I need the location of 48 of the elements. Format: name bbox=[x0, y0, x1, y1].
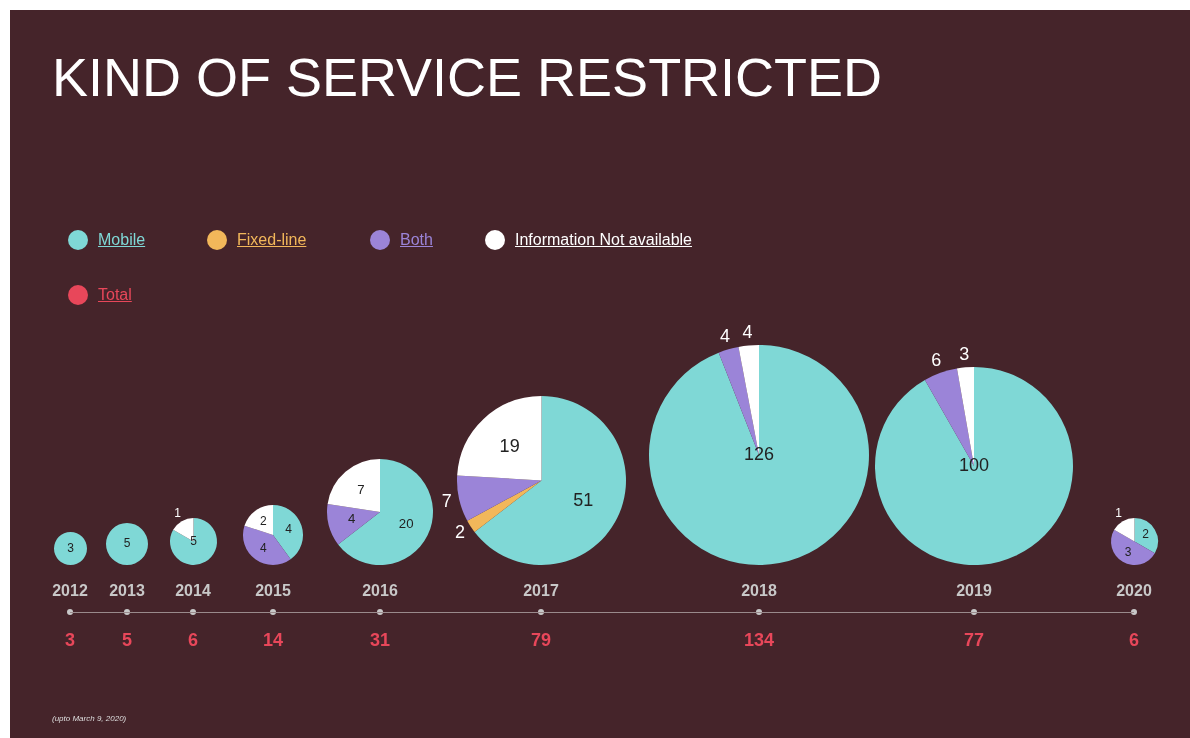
text: 31 bbox=[369, 630, 391, 651]
text: 2017 bbox=[523, 582, 559, 600]
data-label: 2 bbox=[259, 513, 267, 528]
data-label: 126 bbox=[743, 443, 775, 464]
legend-label: Mobile bbox=[98, 231, 146, 249]
data-label: 7 bbox=[441, 490, 452, 511]
text: 2014 bbox=[175, 582, 211, 600]
legend-label: Information Not available bbox=[515, 231, 692, 249]
data-label: 7 bbox=[357, 481, 365, 497]
data-label: 6 bbox=[931, 349, 942, 370]
data-label: 5 bbox=[123, 536, 131, 551]
text: 2012 bbox=[52, 582, 88, 600]
legend-label: Both bbox=[400, 231, 433, 249]
text: 2020 bbox=[1116, 582, 1152, 600]
text: 2018 bbox=[741, 582, 777, 600]
data-label: 2 bbox=[454, 522, 465, 543]
data-label: 3 bbox=[66, 540, 74, 555]
data-label: 19 bbox=[499, 435, 520, 456]
text: 2013 bbox=[109, 582, 145, 600]
data-label: 4 bbox=[719, 326, 730, 347]
data-label: 3 bbox=[1124, 545, 1132, 560]
data-label: 1 bbox=[173, 506, 181, 521]
data-label: 4 bbox=[259, 540, 267, 555]
text: 2015 bbox=[255, 582, 291, 600]
data-label: 51 bbox=[572, 489, 593, 510]
data-label: 4 bbox=[742, 321, 753, 342]
data-label: 100 bbox=[958, 454, 990, 475]
data-label: 4 bbox=[285, 522, 293, 537]
text: (upto March 9, 2020) bbox=[52, 714, 127, 723]
data-label: 4 bbox=[348, 510, 356, 526]
text: 77 bbox=[963, 630, 985, 651]
text: 3 bbox=[64, 630, 76, 651]
text: Total bbox=[98, 286, 132, 304]
data-label: 5 bbox=[189, 533, 197, 548]
legend-label: Fixed-line bbox=[237, 231, 307, 249]
text: 79 bbox=[530, 630, 552, 651]
data-label: 1 bbox=[1114, 506, 1122, 521]
text: 6 bbox=[187, 630, 199, 651]
text: 6 bbox=[1128, 630, 1140, 651]
text: 134 bbox=[743, 630, 775, 651]
data-label: 20 bbox=[398, 516, 414, 532]
text: 2019 bbox=[956, 582, 992, 600]
data-label: 2 bbox=[1141, 527, 1149, 542]
text: 14 bbox=[262, 630, 284, 651]
text: KIND OF SERVICE RESTRICTED bbox=[52, 46, 883, 108]
data-label: 3 bbox=[959, 343, 970, 364]
text: 2016 bbox=[362, 582, 398, 600]
text: 5 bbox=[121, 630, 133, 651]
